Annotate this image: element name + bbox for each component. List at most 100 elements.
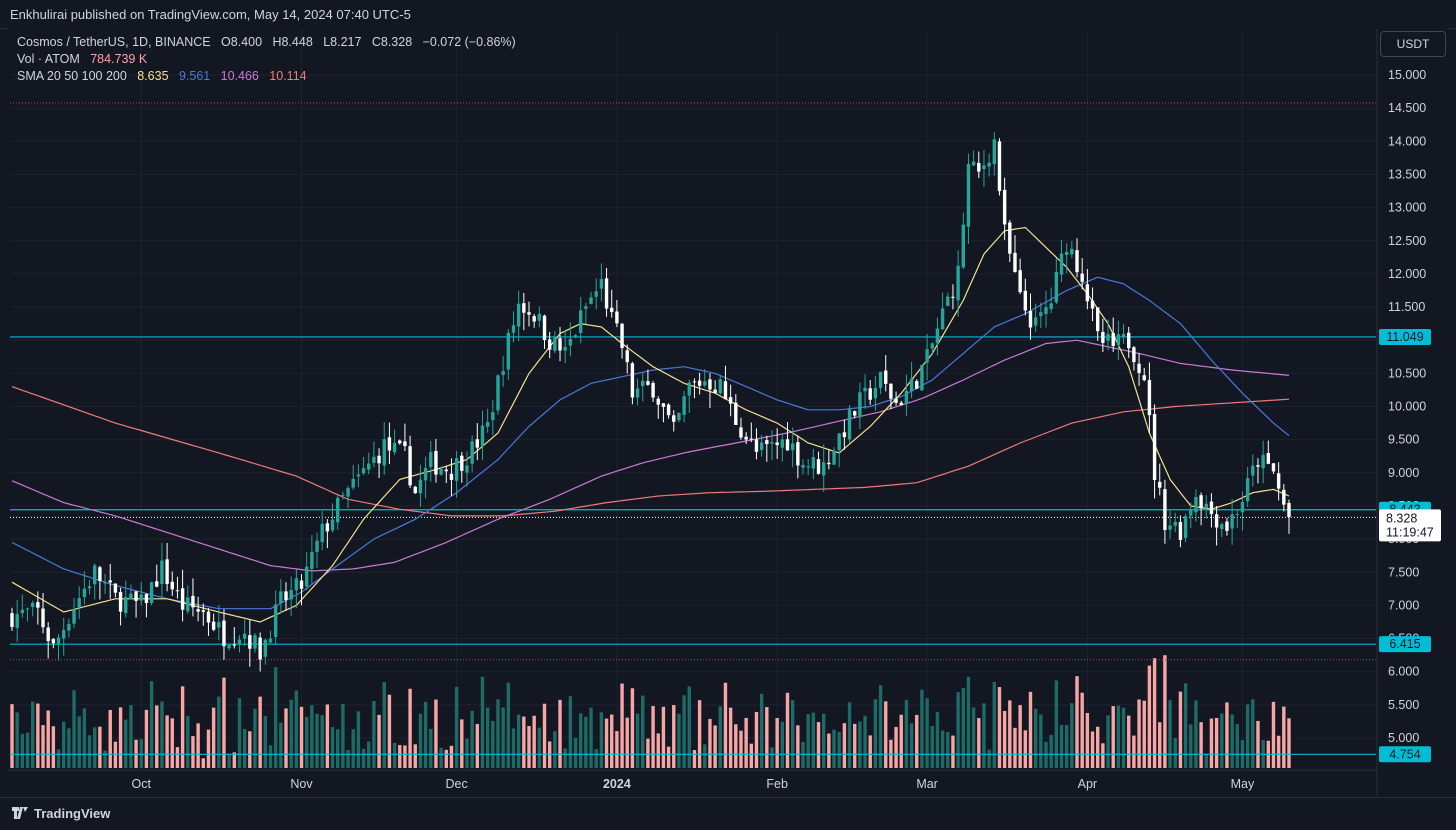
candle-body <box>1225 521 1229 531</box>
y-tick-label: 6.000 <box>1388 665 1419 679</box>
high-label: H <box>272 35 282 49</box>
currency-button[interactable]: USDT <box>1380 31 1446 57</box>
volume-bar <box>1225 702 1229 768</box>
volume-bar <box>594 749 598 768</box>
candle-body <box>1256 465 1260 467</box>
volume-bar <box>1018 705 1022 768</box>
volume-label[interactable]: Vol · ATOM <box>17 52 80 66</box>
volume-bar <box>785 692 790 768</box>
volume-bar <box>304 716 309 768</box>
candle-body <box>222 620 226 647</box>
volume-bar <box>610 714 614 768</box>
volume-bar <box>863 715 867 768</box>
candle-body <box>20 609 25 614</box>
volume-bar <box>1090 731 1095 768</box>
symbol-title[interactable]: Cosmos / TetherUS, 1D, BINANCE <box>17 35 211 49</box>
chart-legend: Cosmos / TetherUS, 1D, BINANCE O8.400 H8… <box>17 34 516 85</box>
candle-body <box>666 404 671 416</box>
volume-bar <box>708 718 712 768</box>
candle-body <box>372 456 376 463</box>
candle-body <box>1106 333 1110 341</box>
volume-bar <box>232 752 237 768</box>
level-label: 6.415 <box>1389 637 1420 651</box>
candle-body <box>98 567 102 582</box>
candle-body <box>977 162 981 172</box>
candle-body <box>41 608 45 628</box>
x-tick-label: 2024 <box>603 777 631 791</box>
y-tick-label: 12.000 <box>1388 267 1426 281</box>
y-tick-label: 7.500 <box>1388 565 1419 579</box>
low-label: L <box>323 35 331 49</box>
volume-bar <box>506 682 511 768</box>
candle-body <box>77 598 81 608</box>
candle-body <box>227 645 231 649</box>
volume-bar <box>268 745 273 768</box>
volume-bar <box>713 725 717 768</box>
volume-bar <box>641 695 645 768</box>
candle-body <box>858 392 862 418</box>
candle-body <box>940 308 945 330</box>
volume-bar <box>1070 703 1074 768</box>
candle-body <box>1163 489 1167 530</box>
volume-bar <box>1142 700 1146 768</box>
candle-body <box>1085 284 1090 302</box>
volume-bar <box>553 731 557 768</box>
candle-body <box>1245 478 1250 502</box>
sma-label[interactable]: SMA 20 50 100 200 <box>17 69 127 83</box>
volume-bar <box>36 703 40 768</box>
candle-body <box>253 635 257 649</box>
volume-bar <box>697 700 702 768</box>
candle-body <box>1178 522 1183 541</box>
candle-body <box>382 439 386 466</box>
level-label: 11.049 <box>1386 330 1423 344</box>
volume-bar <box>537 727 542 768</box>
candle-body <box>196 609 200 612</box>
volume-bar <box>532 715 536 768</box>
volume-bar <box>951 735 955 768</box>
candle-body <box>1240 502 1245 513</box>
volume-bar <box>124 719 128 768</box>
candle-body <box>723 381 728 400</box>
level-label-box <box>1379 328 1431 345</box>
volume-bar <box>237 698 242 768</box>
candle-body <box>341 494 345 496</box>
candle-body <box>894 398 898 403</box>
candle-body <box>506 332 511 370</box>
tradingview-logo-icon <box>12 807 28 819</box>
candle-body <box>454 458 459 481</box>
volume-bar <box>289 699 293 768</box>
volume-bar <box>336 729 340 768</box>
candle-body <box>527 312 531 315</box>
y-tick-label: 14.500 <box>1388 101 1426 115</box>
volume-bar <box>573 737 578 768</box>
candle-body <box>775 442 779 446</box>
volume-bar <box>1163 655 1167 768</box>
candle-body <box>268 638 273 643</box>
volume-bar <box>1023 730 1028 768</box>
x-tick-label: Feb <box>766 777 788 791</box>
volume-bar <box>1214 717 1219 768</box>
candle-body <box>547 339 552 350</box>
volume-bar <box>894 726 898 768</box>
volume-bar <box>1121 707 1126 768</box>
x-tick-label: Nov <box>290 777 313 791</box>
candle-body <box>677 412 681 421</box>
volume-bar <box>796 725 800 768</box>
volume-bar <box>946 731 950 768</box>
candle-body <box>434 450 438 475</box>
sma20-line <box>11 226 1290 623</box>
volume-bar <box>775 718 779 768</box>
volume-bar <box>1028 691 1033 768</box>
candle-body <box>336 497 340 523</box>
candle-body <box>692 381 697 383</box>
candle-body <box>703 381 707 386</box>
tradingview-logo[interactable]: TradingView <box>12 806 110 821</box>
chart-frame[interactable] <box>8 28 1448 796</box>
volume-bar <box>392 742 397 768</box>
y-tick-label: 14.000 <box>1388 134 1426 148</box>
footer: TradingView <box>0 797 1456 830</box>
volume-bar <box>1137 699 1141 768</box>
volume-bar <box>201 758 205 768</box>
candle-body <box>1142 375 1146 381</box>
